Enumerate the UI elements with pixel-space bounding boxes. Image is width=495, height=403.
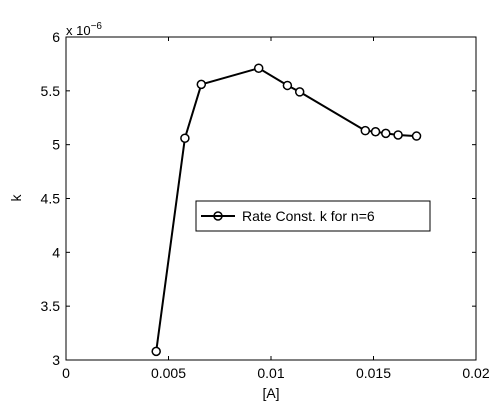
data-point <box>370 126 381 137</box>
data-point <box>180 133 190 143</box>
x-tick-label: 0.015 <box>356 365 391 381</box>
y-tick-label: 3 <box>52 352 60 368</box>
data-point <box>294 87 305 97</box>
y-tick-label: 6 <box>52 29 60 45</box>
data-point <box>253 63 264 73</box>
data-point <box>360 125 371 136</box>
y-tick-label: 4.5 <box>41 191 61 207</box>
data-point <box>282 80 293 91</box>
data-point <box>411 131 422 141</box>
x-tick-label: 0.02 <box>462 365 489 381</box>
legend-entry: Rate Const. k for n=6 <box>242 208 375 224</box>
data-point <box>151 346 161 357</box>
legend-marker <box>213 211 223 221</box>
x-tick-label: 0 <box>62 365 70 381</box>
x-tick-label: 0.005 <box>151 365 186 381</box>
data-point <box>381 128 391 139</box>
plot-area <box>65 36 477 361</box>
y-tick-label: 3.5 <box>41 298 61 314</box>
y-scale-exponent: −6 <box>91 21 103 32</box>
x-axis-label: [A] <box>262 385 279 401</box>
y-tick-label: 4 <box>52 244 60 260</box>
axes-frame <box>65 36 477 361</box>
data-point <box>393 130 403 140</box>
data-point <box>196 79 207 90</box>
y-axis-label: k <box>8 194 24 202</box>
series-layer <box>151 63 422 357</box>
y-tick-label: 5 <box>52 137 60 153</box>
y-scale-multiplier: x 10−6 <box>66 21 102 38</box>
legend: Rate Const. k for n=6 <box>195 200 431 232</box>
y-scale-base: x 10 <box>66 23 91 38</box>
y-axis-ticks: 3 3.5 4 4.5 5 5.5 6 <box>41 29 476 368</box>
x-tick-label: 0.01 <box>257 365 284 381</box>
y-tick-label: 5.5 <box>41 83 61 99</box>
x-axis-ticks: 0 0.005 0.01 0.015 0.02 <box>62 37 490 381</box>
